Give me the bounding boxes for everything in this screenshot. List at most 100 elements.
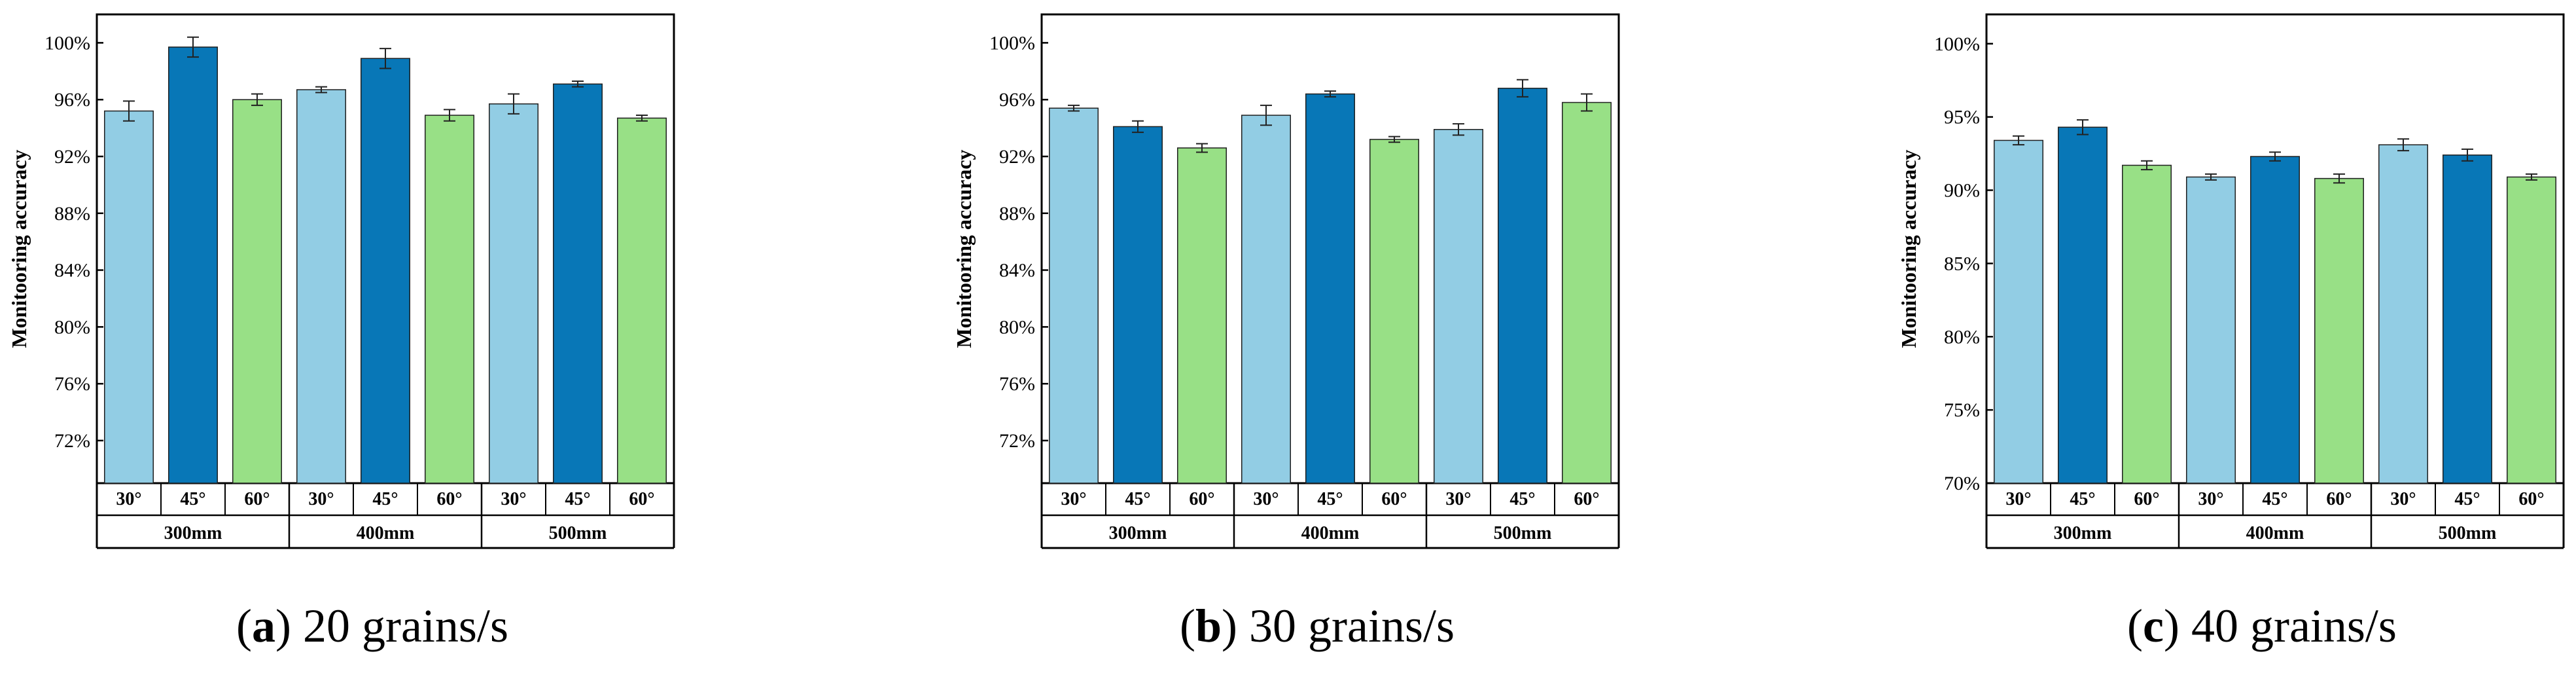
y-tick-label: 96% [54, 89, 90, 111]
subcategory-label: 30° [2390, 489, 2416, 509]
y-axis-label: Monitooring accuracy [7, 149, 31, 348]
bar [296, 89, 346, 484]
y-tick-label: 100% [1934, 33, 1980, 55]
y-tick-label: 85% [1944, 253, 1980, 274]
subcategory-label: 60° [1574, 489, 1599, 509]
group-label: 400mm [2246, 523, 2304, 543]
caption-paren: ( [236, 600, 252, 652]
y-tick-label: 76% [54, 373, 90, 395]
subcategory-label: 30° [2198, 489, 2223, 509]
bar [232, 99, 282, 484]
y-tick-label: 75% [1944, 399, 1980, 421]
subcategory-label: 30° [2005, 489, 2031, 509]
subcategory-label: 45° [1509, 489, 1535, 509]
bar [2314, 177, 2364, 484]
chart-panel-c: 70% 75% 80% 85% 90% 95% 100% Monitooring accura… [1897, 13, 2565, 652]
subcategory-label: 45° [180, 489, 205, 509]
y-tick-label: 80% [1944, 326, 1980, 348]
bar [1305, 93, 1355, 484]
bar [1562, 101, 1612, 484]
subcategory-label: 30° [1445, 489, 1471, 509]
subcategory-label: 30° [1253, 489, 1279, 509]
y-axis-label: Monitooring accuracy [1897, 149, 1920, 348]
bar [1177, 147, 1227, 484]
caption-letter: b [1195, 600, 1222, 652]
chart-panel-a: 72% 76% 80% 84% 88% 92% 96% 100% Monitooring acc… [7, 13, 675, 652]
bar [1994, 139, 2043, 484]
caption-paren: ( [1180, 600, 1195, 652]
subcategory-label: 45° [1317, 489, 1343, 509]
bar [2378, 144, 2428, 484]
subcategory-label: 30° [501, 489, 526, 509]
subcategory-label: 45° [1125, 489, 1150, 509]
bar [104, 110, 154, 484]
bar [2122, 164, 2172, 484]
panel-caption: (c) 40 grains/s [2127, 600, 2397, 652]
caption-letter: a [252, 600, 275, 652]
caption-text: ) 20 grains/s [275, 600, 508, 652]
y-tick-label: 100% [44, 32, 90, 54]
group-label: 500mm [2439, 523, 2497, 543]
y-axis-label: Monitooring accuracy [952, 149, 976, 348]
y-tick-label: 80% [54, 316, 90, 338]
subcategory-label: 45° [565, 489, 590, 509]
subcategory-label: 45° [2070, 489, 2095, 509]
y-tick-label: 84% [54, 260, 90, 282]
subcategory-label: 60° [1189, 489, 1214, 509]
caption-text: ) 40 grains/s [2164, 600, 2397, 652]
subcategory-label: 30° [308, 489, 334, 509]
bar [2058, 126, 2108, 484]
bar [2250, 156, 2300, 484]
y-tick-label: 76% [999, 373, 1035, 395]
bar [2507, 176, 2556, 484]
bar [168, 46, 218, 484]
y-tick-label: 90% [1944, 180, 1980, 202]
subcategory-label: 45° [2262, 489, 2287, 509]
group-label: 500mm [1494, 523, 1552, 543]
y-tick-label: 80% [999, 316, 1035, 338]
bar [617, 117, 667, 484]
y-tick-label: 88% [999, 203, 1035, 225]
bar [1113, 126, 1163, 484]
y-tick-label: 96% [999, 89, 1035, 111]
y-tick-label: 72% [54, 430, 90, 452]
bar [489, 103, 538, 484]
y-tick-label: 95% [1944, 107, 1980, 128]
y-tick-label: 72% [999, 430, 1035, 452]
bar [1049, 107, 1099, 484]
subcategory-label: 45° [372, 489, 398, 509]
bar [1369, 139, 1419, 484]
group-label: 300mm [1109, 523, 1167, 543]
panel-caption: (a) 20 grains/s [236, 600, 508, 652]
group-label: 400mm [1301, 523, 1360, 543]
subcategory-label: 60° [436, 489, 462, 509]
bar [553, 83, 603, 484]
caption-paren: ( [2127, 600, 2143, 652]
subcategory-label: 60° [629, 489, 654, 509]
bar [361, 58, 410, 484]
group-label: 500mm [549, 523, 607, 543]
subcategory-label: 30° [1061, 489, 1086, 509]
y-tick-label: 92% [999, 146, 1035, 168]
subcategory-label: 60° [244, 489, 270, 509]
bar [2186, 176, 2236, 484]
y-tick-label: 88% [54, 203, 90, 225]
subcategory-label: 60° [1381, 489, 1407, 509]
bar [1498, 88, 1547, 484]
caption-text: ) 30 grains/s [1222, 600, 1455, 652]
subcategory-label: 60° [2134, 489, 2159, 509]
subcategory-label: 30° [116, 489, 141, 509]
y-tick-label: 70% [1944, 473, 1980, 494]
subcategory-label: 45° [2454, 489, 2480, 509]
y-tick-label: 84% [999, 260, 1035, 282]
subcategory-label: 60° [2518, 489, 2544, 509]
subcategory-label: 60° [2326, 489, 2352, 509]
bar [425, 115, 474, 484]
caption-letter: c [2143, 600, 2164, 652]
bar [2443, 155, 2492, 484]
bar [1241, 115, 1291, 484]
group-label: 300mm [164, 523, 222, 543]
bar [1434, 128, 1483, 484]
